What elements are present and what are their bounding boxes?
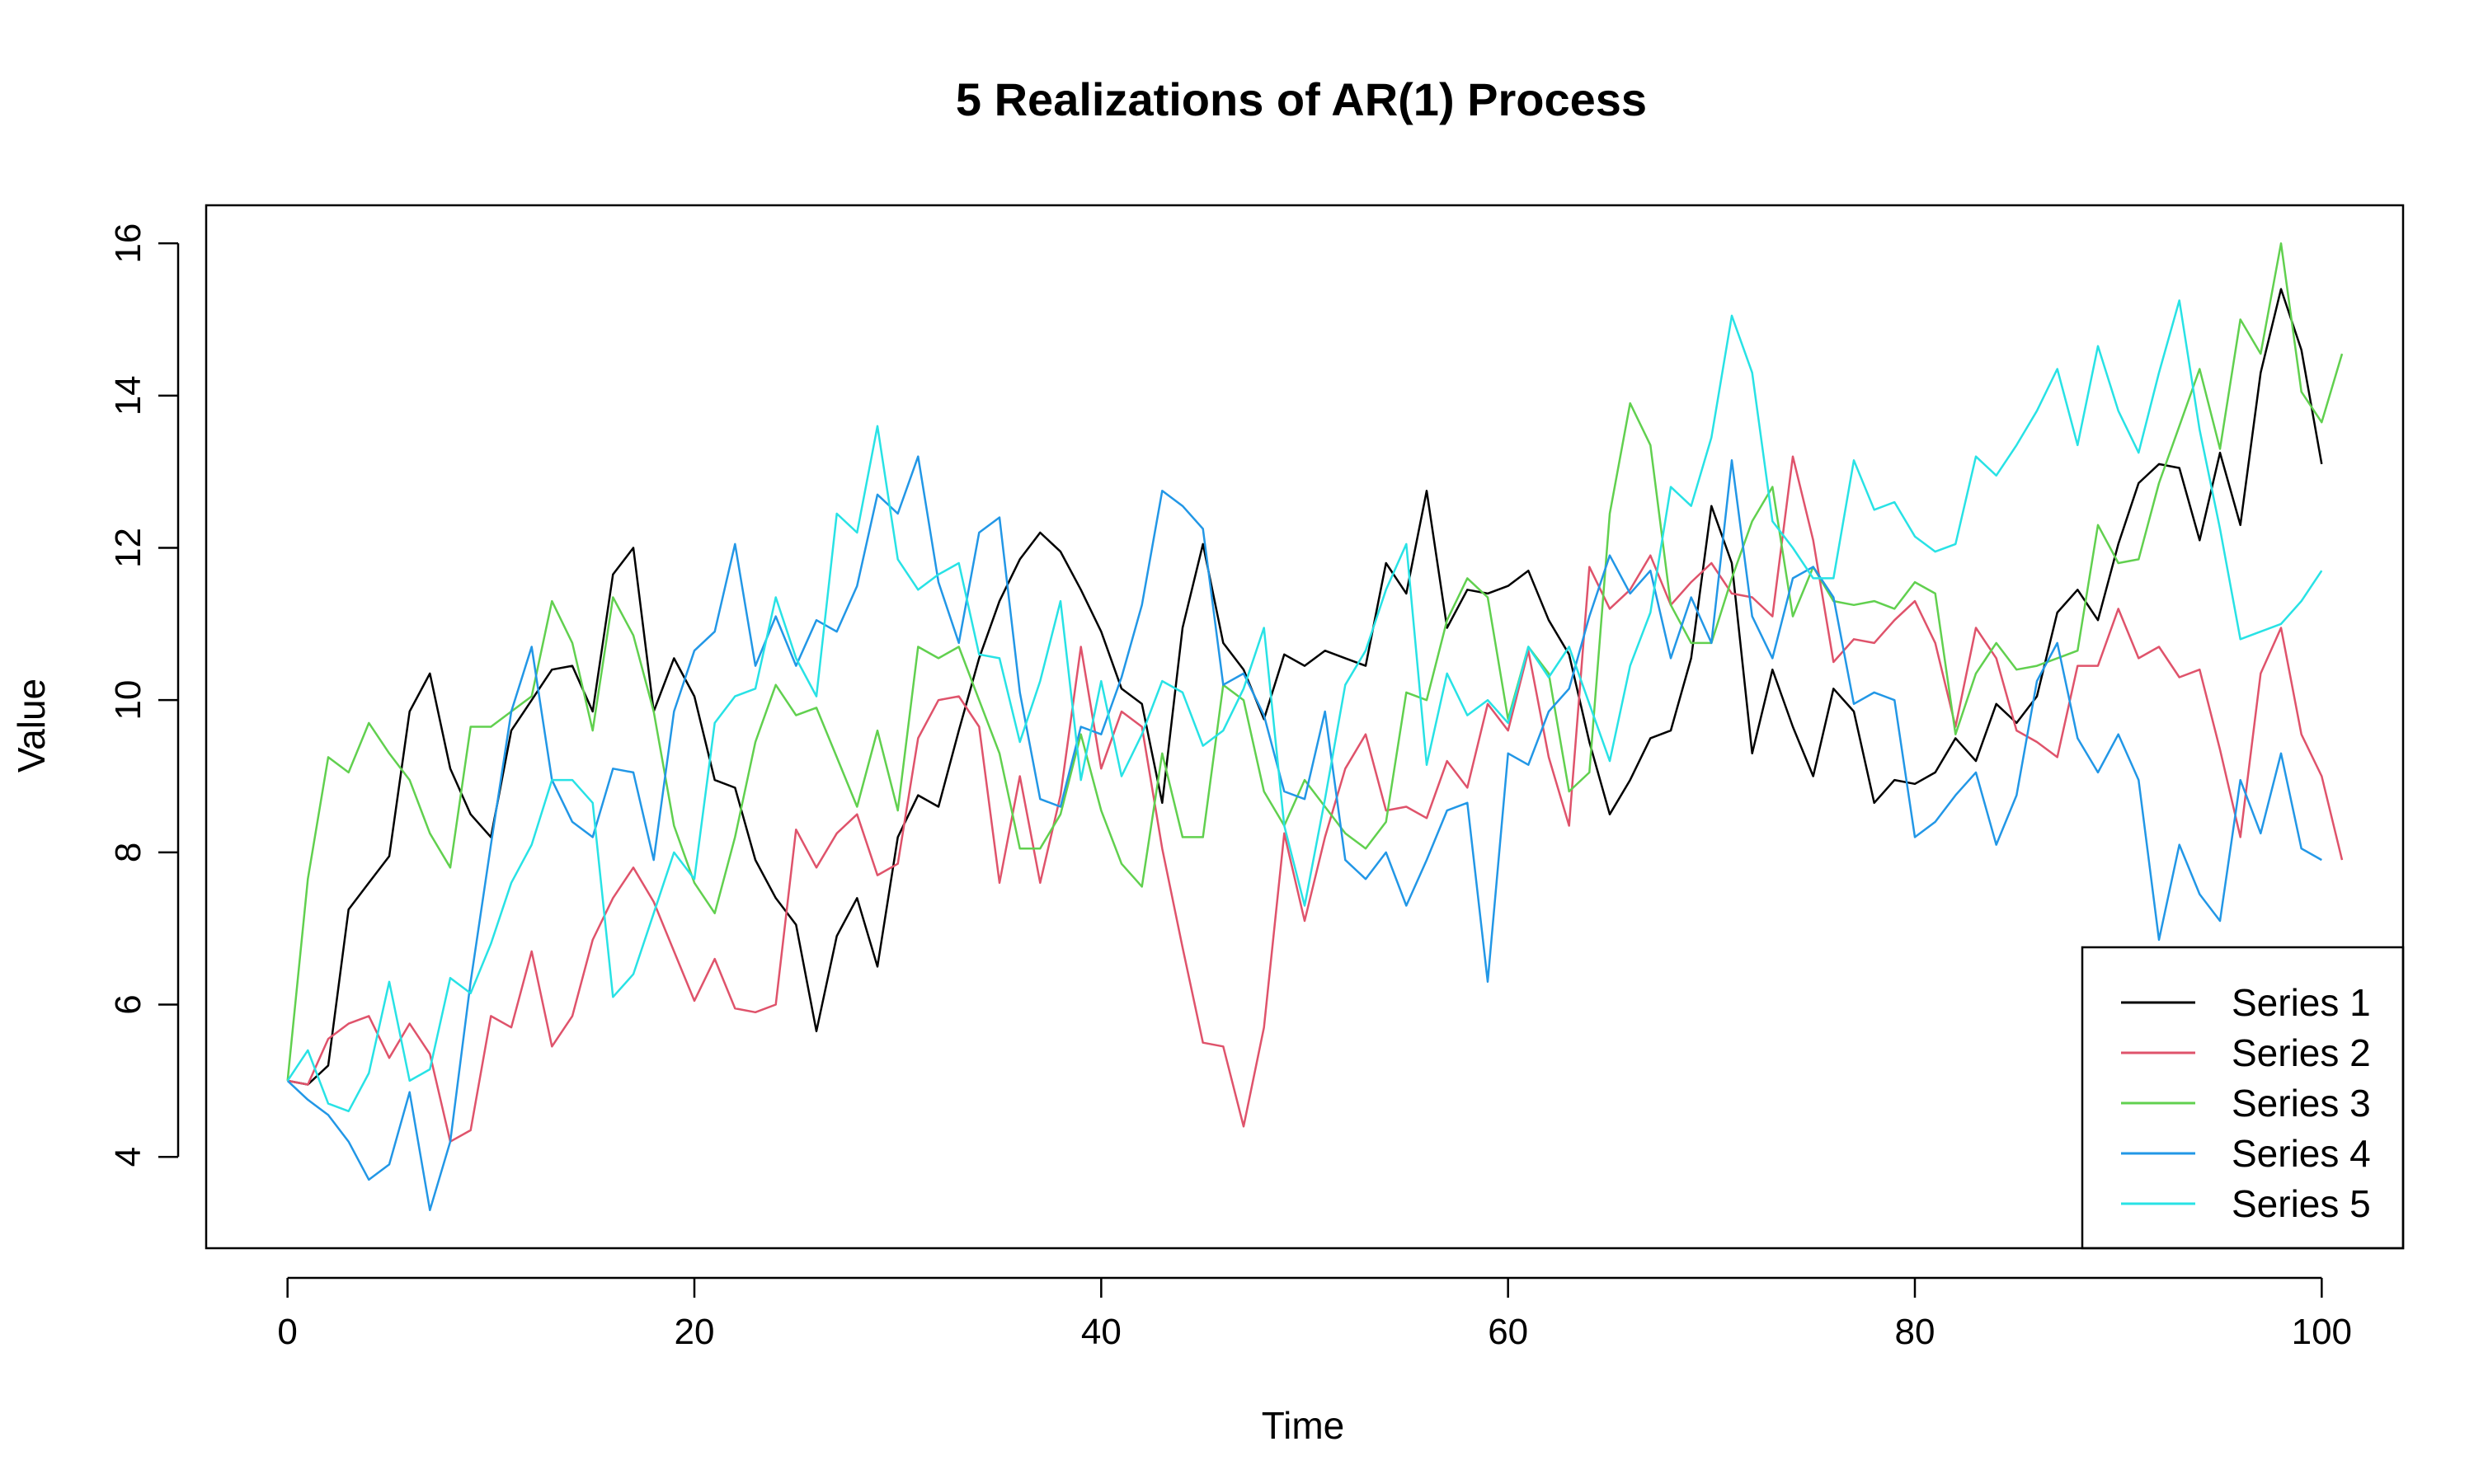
x-tick-label: 80: [1895, 1312, 1935, 1352]
x-tick-label: 0: [277, 1312, 297, 1352]
y-axis: 4 6 8 10 12 14 16: [108, 223, 180, 1167]
x-axis: 0 20 40 60 80 100: [277, 1276, 2352, 1352]
y-tick-label: 12: [108, 528, 148, 568]
plot-area: [205, 204, 2405, 1250]
chart-title: 5 Realizations of AR(1) Process: [956, 73, 1647, 125]
legend-label: Series 5: [2232, 1182, 2371, 1225]
legend-box: [2081, 946, 2405, 1250]
series-1-line: [287, 288, 2323, 1086]
y-tick-label: 14: [108, 375, 148, 416]
x-tick-label: 100: [2292, 1312, 2352, 1352]
series-layer: [286, 242, 2344, 1212]
legend: Series 1 Series 2 Series 3 Series 4 Series 5: [2081, 946, 2405, 1250]
series-3-line: [286, 242, 2344, 1082]
y-tick-label: 16: [108, 223, 148, 264]
series-2-line: [287, 455, 2344, 1143]
legend-label: Series 3: [2232, 1082, 2371, 1125]
series-5-line: [286, 299, 2323, 1113]
legend-label: Series 2: [2232, 1031, 2371, 1074]
legend-label: Series 1: [2232, 981, 2371, 1024]
y-axis-label: Value: [10, 679, 53, 773]
x-tick-label: 60: [1488, 1312, 1528, 1352]
y-tick-label: 10: [108, 680, 148, 721]
x-axis-label: Time: [1262, 1404, 1345, 1447]
legend-label: Series 4: [2232, 1132, 2371, 1175]
y-tick-label: 6: [108, 994, 148, 1014]
y-tick-label: 8: [108, 843, 148, 862]
series-4-line: [286, 455, 2322, 1212]
x-tick-label: 20: [675, 1312, 715, 1352]
y-tick-label: 4: [108, 1147, 148, 1167]
x-tick-label: 40: [1081, 1312, 1122, 1352]
